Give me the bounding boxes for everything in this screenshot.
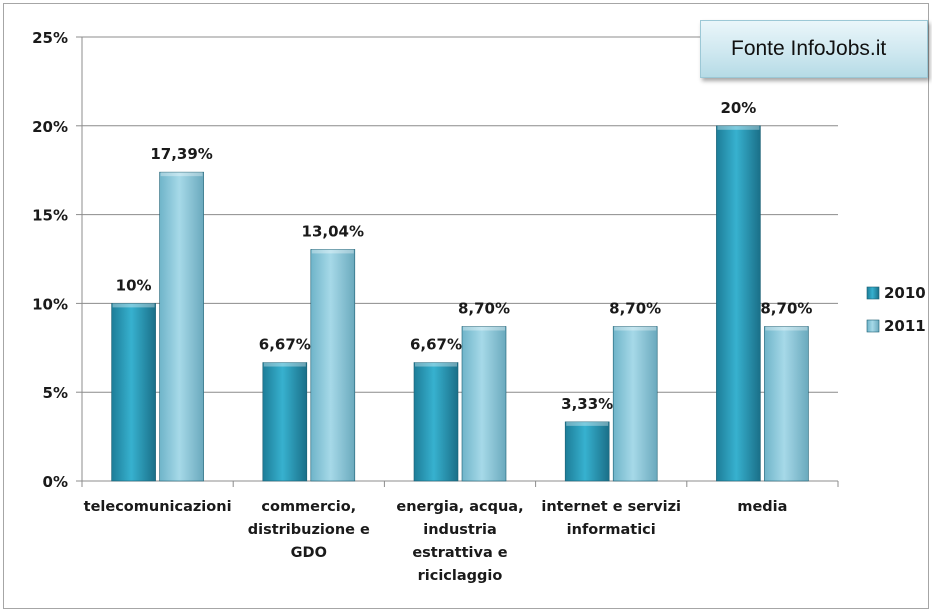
source-note-box: Fonte InfoJobs.it	[700, 20, 928, 78]
category-label: media	[737, 499, 787, 515]
category-label-line: industria	[423, 522, 496, 538]
data-label: 17,39%	[150, 145, 212, 163]
labels: 0% 5% 10% 15% 20% 25% 10% 17,39% telecomunicazio…	[32, 29, 812, 584]
data-label: 8,70%	[458, 299, 510, 317]
bar-2010	[262, 362, 308, 482]
data-label: 13,04%	[302, 222, 364, 240]
data-label: 6,67%	[410, 336, 462, 354]
category-label-line: internet e servizi	[541, 499, 681, 515]
category-label-line: energia, acqua,	[396, 499, 523, 515]
y-tick-label: 10%	[32, 295, 68, 313]
category-label-line: estrattiva e	[412, 545, 507, 561]
category-label-line: telecomunicazioni	[84, 499, 232, 515]
category-label-line: informatici	[567, 522, 656, 538]
legend-swatch-2010	[866, 286, 880, 300]
y-tick-label: 0%	[43, 473, 68, 491]
category-label-line: riciclaggio	[418, 568, 503, 584]
bar-2011	[159, 171, 204, 482]
data-label: 6,67%	[259, 336, 311, 354]
y-tick-label: 20%	[32, 118, 68, 136]
y-tick-label: 15%	[32, 207, 68, 225]
bar-2011	[461, 326, 507, 482]
legend: 2010 2011	[866, 284, 926, 335]
bar-2010	[413, 362, 459, 482]
legend-swatch-2011	[866, 319, 880, 333]
bar-2010	[111, 303, 156, 482]
bar-2011	[612, 326, 658, 482]
bar-top-highlight	[415, 362, 457, 367]
axes	[76, 36, 839, 487]
category-label-line: media	[737, 499, 787, 515]
data-label: 8,70%	[609, 299, 661, 317]
bar-top-highlight	[463, 326, 505, 331]
bar-top-highlight	[765, 326, 808, 331]
legend-label-2011: 2011	[884, 317, 926, 335]
data-label: 20%	[720, 99, 756, 117]
bar-2011	[764, 326, 809, 482]
source-note-text: Fonte InfoJobs.it	[731, 37, 887, 60]
bar-top-highlight	[112, 303, 155, 308]
data-label: 10%	[116, 276, 152, 294]
data-label: 8,70%	[760, 299, 812, 317]
legend-label-2010: 2010	[884, 284, 926, 302]
y-tick-label: 5%	[43, 384, 68, 402]
bar-2010	[564, 421, 610, 482]
category-label-line: commercio,	[261, 499, 356, 515]
bar-2010	[716, 125, 761, 482]
bar-top-highlight	[566, 421, 609, 426]
bar-top-highlight	[160, 172, 203, 177]
y-tick-label: 25%	[32, 29, 68, 47]
category-label-line: distribuzione e	[248, 522, 370, 538]
category-label: commercio, distribuzione e GDO	[248, 499, 370, 561]
bar-top-highlight	[717, 125, 760, 130]
bar-top-highlight	[614, 326, 657, 331]
chart-frame	[3, 3, 929, 609]
bar-top-highlight	[263, 362, 306, 367]
category-label: internet e servizi informatici	[541, 499, 681, 538]
bars	[111, 125, 809, 482]
category-label: energia, acqua, industria estrattiva e rici…	[396, 499, 523, 584]
bar-2011	[310, 249, 356, 482]
bar-top-highlight	[311, 249, 354, 254]
data-label: 3,33%	[561, 395, 613, 413]
category-label: telecomunicazioni	[84, 499, 232, 515]
category-label-line: GDO	[291, 545, 327, 561]
